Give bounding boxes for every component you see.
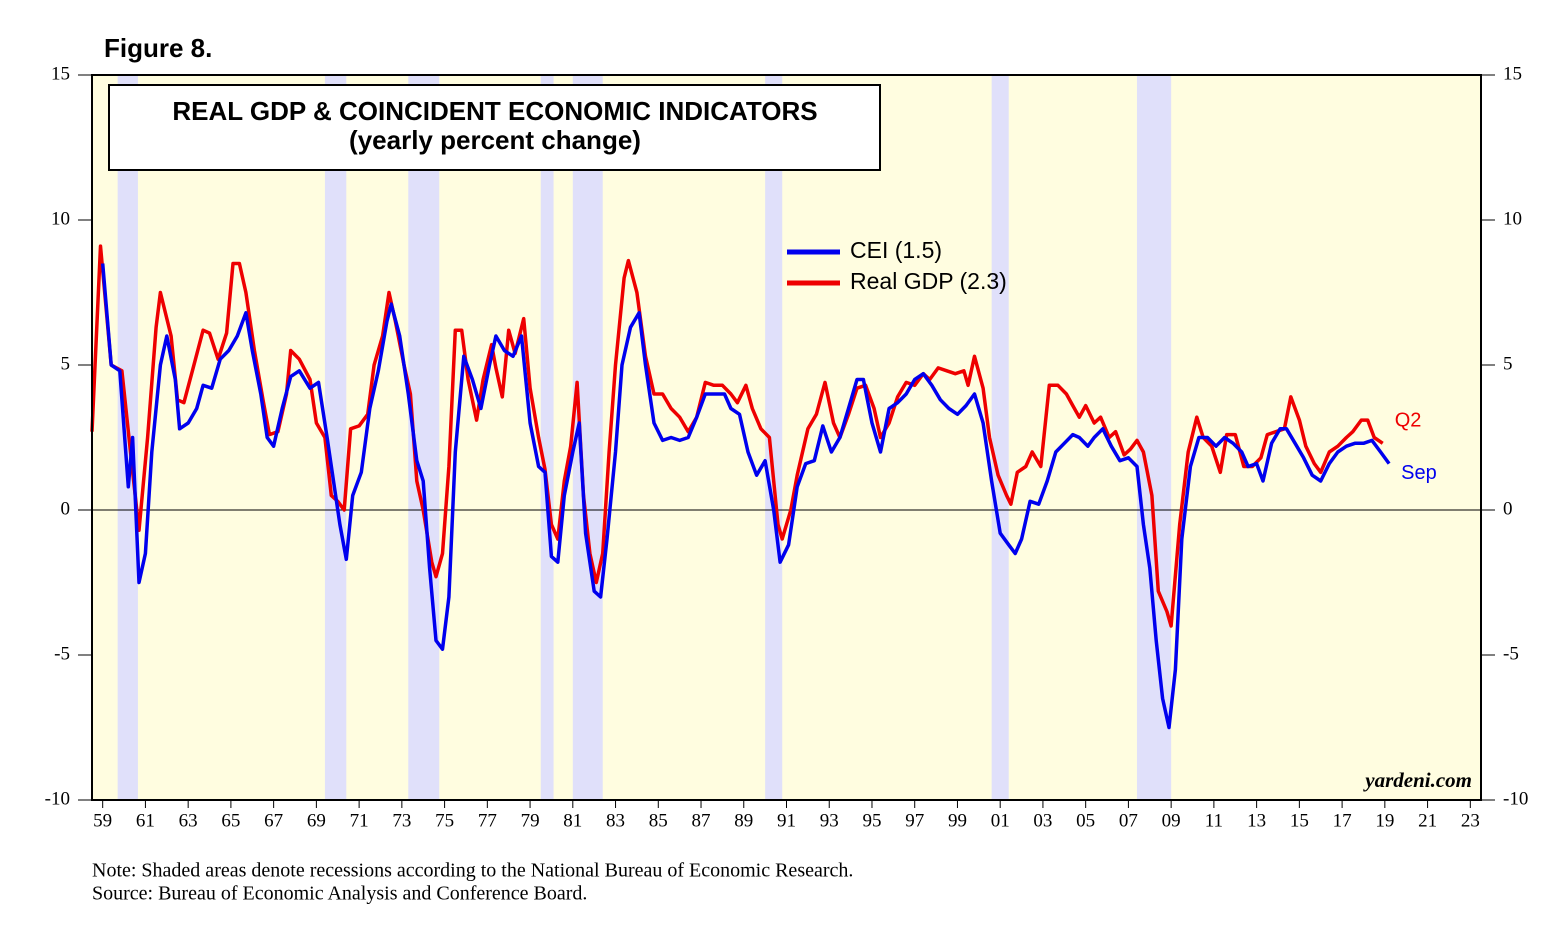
- end-label: Sep: [1401, 462, 1437, 484]
- x-tick-label: 93: [820, 810, 839, 831]
- y2-tick-label: 15: [1503, 63, 1522, 84]
- y-tick-label: 10: [51, 208, 70, 229]
- x-tick-label: 09: [1162, 810, 1181, 831]
- watermark: yardeni.com: [1362, 768, 1472, 792]
- chart-subtitle: (yearly percent change): [349, 125, 641, 155]
- x-tick-label: 11: [1205, 810, 1223, 831]
- x-tick-label: 91: [777, 810, 796, 831]
- y2-tick-label: 10: [1503, 208, 1522, 229]
- x-tick-label: 79: [521, 810, 540, 831]
- recession-bands: [117, 75, 1172, 800]
- legend-label: Real GDP (2.3): [850, 268, 1007, 294]
- lines: [90, 244, 1391, 730]
- x-tick-label: 21: [1418, 810, 1437, 831]
- x-tick-label: 77: [478, 810, 497, 831]
- x-tick-label: 99: [948, 810, 967, 831]
- title-box: [108, 84, 881, 171]
- x-tick-label: 71: [350, 810, 369, 831]
- recession-band: [324, 75, 347, 800]
- x-tick-label: 65: [221, 810, 240, 831]
- chart-title: REAL GDP & COINCIDENT ECONOMIC INDICATOR…: [172, 96, 817, 126]
- x-tick-label: 01: [991, 810, 1010, 831]
- x-tick-label: 87: [692, 810, 711, 831]
- y2-tick-label: 5: [1503, 353, 1513, 374]
- source: Source: Bureau of Economic Analysis and …: [92, 883, 587, 905]
- recession-band: [991, 75, 1009, 800]
- y2-tick-label: 0: [1503, 498, 1513, 519]
- y-tick-label: 0: [61, 498, 71, 519]
- x-tick-label: 19: [1375, 810, 1394, 831]
- legend-label: CEI (1.5): [850, 237, 942, 263]
- x-tick-label: 63: [179, 810, 198, 831]
- y-tick-label: 5: [61, 353, 71, 374]
- plot-frame: [91, 74, 1482, 801]
- x-tick-label: 59: [93, 810, 112, 831]
- x-tick-label: 61: [136, 810, 155, 831]
- x-tick-label: 13: [1247, 810, 1266, 831]
- x-tick-label: 85: [649, 810, 668, 831]
- x-tick-label: 05: [1076, 810, 1095, 831]
- series-line: [100, 263, 1391, 730]
- y-tick-label: 15: [51, 63, 70, 84]
- note: Note: Shaded areas denote recessions acc…: [92, 860, 853, 882]
- recession-band: [1136, 75, 1172, 800]
- x-tick-label: 67: [264, 810, 283, 831]
- y2-tick-label: -10: [1503, 788, 1528, 809]
- end-label: Q2: [1395, 410, 1422, 432]
- x-tick-label: 83: [606, 810, 625, 831]
- y-tick-label: -10: [45, 788, 70, 809]
- x-tick-label: 95: [862, 810, 881, 831]
- x-tick-label: 03: [1033, 810, 1052, 831]
- x-tick-label: 89: [734, 810, 753, 831]
- x-tick-label: 07: [1119, 810, 1138, 831]
- x-tick-label: 97: [905, 810, 924, 831]
- y-tick-label: -5: [54, 643, 70, 664]
- y2-tick-label: -5: [1503, 643, 1519, 664]
- figure-label: Figure 8.: [104, 33, 212, 63]
- x-tick-label: 23: [1461, 810, 1480, 831]
- x-tick-label: 17: [1333, 810, 1352, 831]
- recession-band: [765, 75, 783, 800]
- recession-band: [572, 75, 603, 800]
- series-line: [90, 244, 1384, 628]
- x-tick-label: 15: [1290, 810, 1309, 831]
- plot-background: [92, 75, 1481, 800]
- recession-band: [540, 75, 554, 800]
- x-tick-label: 69: [307, 810, 326, 831]
- x-tick-label: 81: [563, 810, 582, 831]
- x-tick-label: 75: [435, 810, 454, 831]
- x-tick-label: 73: [392, 810, 411, 831]
